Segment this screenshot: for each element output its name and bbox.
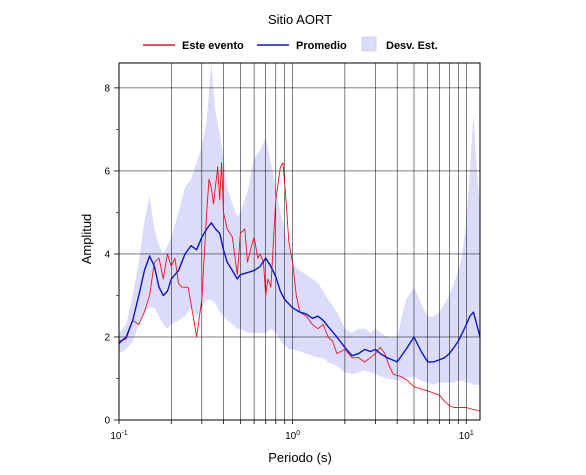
y-tick-label: 2	[104, 332, 110, 343]
series-line-este-evento	[118, 162, 481, 412]
legend-label-este-evento: Este evento	[182, 40, 244, 52]
x-tick-label: 101	[459, 430, 474, 442]
y-tick-label: 4	[104, 249, 110, 260]
legend-swatch-desv-est	[361, 36, 377, 52]
y-tick-label: 0	[104, 416, 110, 427]
series-line-promedio	[118, 222, 481, 363]
plot-frame	[118, 62, 481, 421]
x-tick-label: 10-1	[110, 430, 127, 442]
chart-title: Sitio AORT	[268, 12, 332, 27]
legend: Este evento Promedio Desv. Est.	[143, 36, 438, 52]
tick-layer: 0 2 4 6 8 10-1 100 101	[104, 83, 473, 442]
x-axis-label: Periodo (s)	[268, 450, 332, 465]
std-dev-band	[119, 63, 480, 385]
band-layer	[119, 63, 480, 385]
x-tick-label: 100	[285, 430, 300, 442]
legend-label-desv-est: Desv. Est.	[386, 40, 438, 52]
y-tick-label: 8	[104, 83, 110, 94]
y-tick-label: 6	[104, 166, 110, 177]
legend-label-promedio: Promedio	[296, 40, 347, 52]
y-axis-label: Amplitud	[79, 214, 94, 265]
series-layer	[118, 162, 481, 412]
